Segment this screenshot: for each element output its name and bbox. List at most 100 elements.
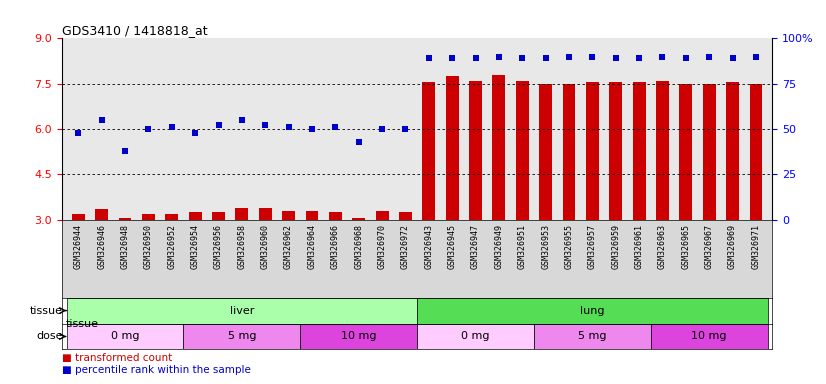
Text: GSM326970: GSM326970 [377, 224, 387, 269]
Bar [516, 81, 529, 220]
Point [235, 117, 249, 123]
Point [703, 53, 716, 60]
Bar [188, 212, 202, 220]
Text: GDS3410 / 1418818_at: GDS3410 / 1418818_at [62, 24, 207, 37]
Bar [446, 76, 458, 220]
Text: GSM326953: GSM326953 [541, 224, 550, 269]
Text: 0 mg: 0 mg [461, 331, 490, 341]
Point [633, 55, 646, 61]
Point [492, 53, 506, 60]
Point [376, 126, 389, 132]
Point [422, 55, 435, 61]
Point [306, 126, 319, 132]
Bar [183, 323, 301, 349]
Bar [534, 323, 651, 349]
Bar [72, 214, 85, 220]
Text: liver: liver [230, 306, 254, 316]
Bar [376, 211, 388, 220]
Text: GSM326954: GSM326954 [191, 224, 200, 269]
Bar [610, 82, 622, 220]
Point [212, 122, 225, 129]
Text: GSM326959: GSM326959 [611, 224, 620, 269]
Point [329, 124, 342, 131]
Point [165, 124, 178, 131]
Text: ■ percentile rank within the sample: ■ percentile rank within the sample [62, 365, 251, 375]
Text: GSM326952: GSM326952 [168, 224, 176, 269]
Text: GSM326955: GSM326955 [564, 224, 573, 269]
Point [469, 55, 482, 61]
Point [679, 55, 692, 61]
Point [188, 130, 202, 136]
Text: GSM326957: GSM326957 [588, 224, 597, 269]
Text: GSM326961: GSM326961 [634, 224, 643, 269]
Text: GSM326963: GSM326963 [658, 224, 667, 269]
Bar [95, 209, 108, 220]
Bar [726, 82, 739, 220]
Bar [119, 218, 131, 220]
Text: GSM326968: GSM326968 [354, 224, 363, 269]
Text: GSM326965: GSM326965 [681, 224, 691, 269]
Bar [212, 212, 225, 220]
Point [539, 55, 553, 61]
Text: GSM326969: GSM326969 [728, 224, 737, 269]
Bar [417, 323, 534, 349]
Bar [165, 214, 178, 220]
Bar [282, 211, 295, 220]
Bar [329, 212, 342, 220]
Text: 0 mg: 0 mg [111, 331, 140, 341]
Bar [703, 84, 715, 220]
Point [586, 53, 599, 60]
Bar [651, 323, 767, 349]
Text: GSM326949: GSM326949 [495, 224, 503, 269]
Point [95, 117, 108, 123]
Text: GSM326971: GSM326971 [752, 224, 761, 269]
Bar [399, 212, 412, 220]
Text: dose: dose [36, 331, 63, 341]
Text: GSM326960: GSM326960 [261, 224, 270, 269]
Text: tissue: tissue [30, 306, 63, 316]
Point [609, 55, 622, 61]
Text: GSM326972: GSM326972 [401, 224, 410, 269]
Text: GSM326950: GSM326950 [144, 224, 153, 269]
Text: GSM326945: GSM326945 [448, 224, 457, 269]
Point [445, 55, 458, 61]
Bar [306, 211, 318, 220]
Point [118, 148, 131, 154]
Text: ■ transformed count: ■ transformed count [62, 353, 172, 363]
Bar [259, 208, 272, 220]
Point [259, 122, 272, 129]
Point [142, 126, 155, 132]
Text: GSM326947: GSM326947 [471, 224, 480, 269]
Text: GSM326958: GSM326958 [237, 224, 246, 269]
Point [726, 55, 739, 61]
Point [563, 53, 576, 60]
Text: 5 mg: 5 mg [228, 331, 256, 341]
Bar [142, 214, 154, 220]
Bar [67, 323, 183, 349]
Text: 10 mg: 10 mg [691, 331, 727, 341]
Bar [67, 298, 417, 323]
Text: lung: lung [580, 306, 605, 316]
Bar [301, 323, 417, 349]
Text: 5 mg: 5 mg [578, 331, 606, 341]
Bar [469, 81, 482, 220]
Text: GSM326967: GSM326967 [705, 224, 714, 269]
Point [399, 126, 412, 132]
Bar [563, 84, 576, 220]
Text: GSM326966: GSM326966 [331, 224, 339, 269]
Bar [235, 208, 249, 220]
Bar [680, 84, 692, 220]
Text: 10 mg: 10 mg [341, 331, 377, 341]
Bar [749, 84, 762, 220]
Point [749, 53, 762, 60]
Bar [633, 82, 646, 220]
Point [282, 124, 295, 131]
Bar [586, 82, 599, 220]
Bar [656, 81, 669, 220]
Bar [539, 84, 552, 220]
Point [656, 53, 669, 60]
Text: GSM326962: GSM326962 [284, 224, 293, 269]
Text: GSM326946: GSM326946 [97, 224, 107, 269]
Text: GSM326948: GSM326948 [121, 224, 130, 269]
Bar [422, 82, 435, 220]
